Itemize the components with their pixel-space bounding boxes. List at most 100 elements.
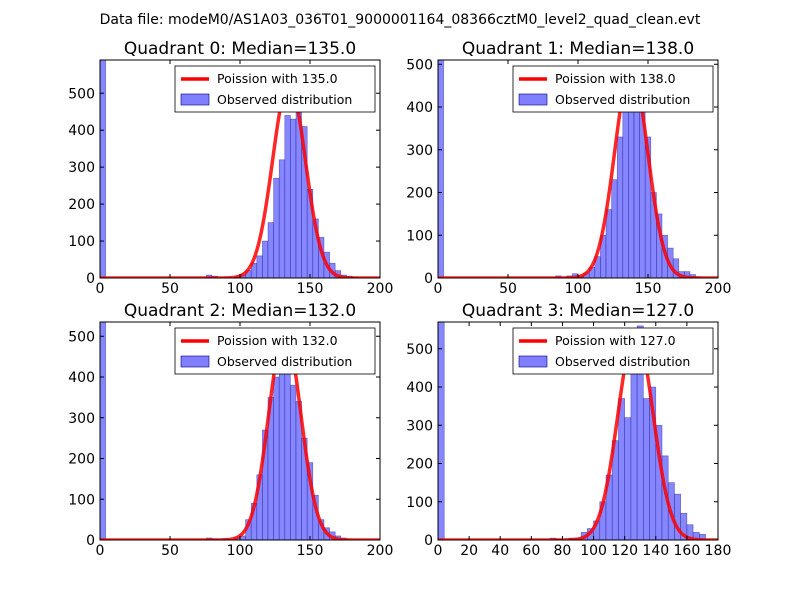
y-tick-label: 200 (68, 197, 95, 213)
x-tick-label: 140 (642, 543, 669, 559)
legend: Poission with 127.0 Observed distribution (512, 327, 714, 375)
y-tick-label: 0 (424, 271, 433, 287)
y-tick-label: 400 (68, 123, 95, 139)
histogram-bar (273, 376, 280, 540)
x-tick-label: 50 (161, 281, 179, 297)
y-tick-label: 300 (68, 411, 95, 427)
x-tick-label: 0 (96, 281, 105, 297)
histogram-bar (630, 359, 638, 540)
legend-label-poisson: Poission with 138.0 (555, 71, 676, 86)
x-tick-label: 100 (227, 281, 254, 297)
panel-title: Quadrant 1: Median=138.0 (462, 39, 694, 59)
x-tick-label: 100 (580, 543, 607, 559)
y-tick-label: 100 (406, 495, 433, 511)
legend: Poission with 138.0 Observed distribution (512, 65, 714, 113)
y-tick-label: 200 (406, 186, 433, 202)
histogram-bar (605, 209, 612, 278)
histogram-bars (100, 322, 347, 540)
y-tick-label: 500 (406, 342, 433, 358)
legend: Poission with 135.0 Observed distribution (174, 65, 376, 113)
histogram-bar (633, 93, 640, 278)
histogram-bar (273, 177, 280, 278)
chart-panel-1: Quadrant 1: Median=138.0 0 50 100 150 200 0 100… (406, 39, 731, 297)
histogram-bar (278, 159, 286, 278)
x-tick-label: 50 (499, 281, 517, 297)
histogram-bar (624, 417, 632, 540)
legend-label-poisson: Poission with 135.0 (217, 71, 338, 86)
poisson-curve (100, 330, 380, 540)
histogram-bar (622, 93, 629, 278)
legend-bar-swatch (180, 355, 210, 368)
panel-title: Quadrant 0: Median=135.0 (124, 39, 356, 59)
chart-panel-0: Quadrant 0: Median=135.0 0 50 100 150 200 0 100… (68, 39, 393, 297)
y-tick-label: 100 (406, 228, 433, 244)
x-tick-label: 0 (434, 281, 443, 297)
legend-bar-swatch (518, 93, 548, 106)
panel-title: Quadrant 3: Median=127.0 (462, 301, 694, 321)
histogram-bar (699, 533, 706, 540)
x-tick-label: 200 (705, 281, 732, 297)
histogram-bar (438, 60, 444, 278)
x-tick-label: 0 (434, 543, 443, 559)
x-tick-label: 150 (635, 281, 662, 297)
y-tick-label: 400 (406, 100, 433, 116)
y-tick-label: 400 (406, 380, 433, 396)
x-tick-label: 100 (565, 281, 592, 297)
x-tick-label: 50 (161, 543, 179, 559)
legend-label-observed: Observed distribution (217, 92, 352, 107)
y-tick-label: 0 (86, 271, 95, 287)
chart-panel-3: Quadrant 3: Median=127.00 20 40 60 80 100 120 1… (406, 301, 731, 559)
histogram-bar (100, 60, 106, 278)
legend-bar-swatch (180, 93, 210, 106)
histogram-bar (616, 136, 624, 278)
legend: Poission with 132.0 Observed distribution (174, 327, 376, 375)
y-tick-label: 300 (406, 143, 433, 159)
legend-bar-swatch (518, 355, 548, 368)
poisson-curve (438, 329, 718, 540)
x-tick-label: 200 (367, 281, 394, 297)
histogram-bar (100, 322, 106, 540)
y-tick-label: 300 (68, 160, 95, 176)
y-tick-label: 200 (68, 452, 95, 468)
y-tick-label: 500 (406, 57, 433, 73)
legend-label-poisson: Poission with 132.0 (217, 333, 338, 348)
y-tick-label: 100 (68, 492, 95, 508)
histogram-bar (611, 179, 618, 278)
histogram-bar (256, 255, 263, 278)
y-tick-label: 0 (86, 533, 95, 549)
x-tick-label: 0 (96, 543, 105, 559)
histogram-bars (100, 60, 358, 278)
x-tick-label: 20 (460, 543, 478, 559)
x-tick-label: 40 (491, 543, 509, 559)
histogram-bar (643, 398, 650, 540)
legend-label-observed: Observed distribution (217, 354, 352, 369)
panel-title: Quadrant 2: Median=132.0 (124, 301, 356, 321)
x-tick-label: 160 (674, 543, 701, 559)
y-tick-label: 500 (68, 329, 95, 345)
panels: Quadrant 0: Median=135.00 50 100 150 2000100… (68, 39, 731, 559)
histogram-bar (284, 115, 291, 278)
y-tick-label: 500 (68, 86, 95, 102)
legend-label-poisson: Poission with 127.0 (555, 333, 676, 348)
axes-frame (437, 321, 719, 541)
figure-suptitle: Data file: modeM0/AS1A03_036T01_90000011… (100, 12, 701, 28)
x-tick-label: 100 (227, 543, 254, 559)
x-tick-label: 120 (611, 543, 638, 559)
legend-label-observed: Observed distribution (555, 92, 690, 107)
y-tick-label: 300 (406, 418, 433, 434)
histogram-bar (438, 322, 445, 540)
histogram-bar (618, 398, 625, 540)
y-tick-label: 0 (424, 533, 433, 549)
x-tick-label: 180 (705, 543, 732, 559)
y-tick-label: 200 (406, 457, 433, 473)
y-tick-label: 400 (68, 370, 95, 386)
x-tick-label: 60 (522, 543, 540, 559)
legend-label-observed: Observed distribution (555, 354, 690, 369)
x-tick-label: 80 (554, 543, 572, 559)
histogram-bar (267, 222, 274, 278)
x-tick-label: 150 (297, 281, 324, 297)
histogram-bar (290, 384, 297, 540)
histogram-bar (262, 240, 269, 278)
histogram-bar (290, 118, 297, 278)
